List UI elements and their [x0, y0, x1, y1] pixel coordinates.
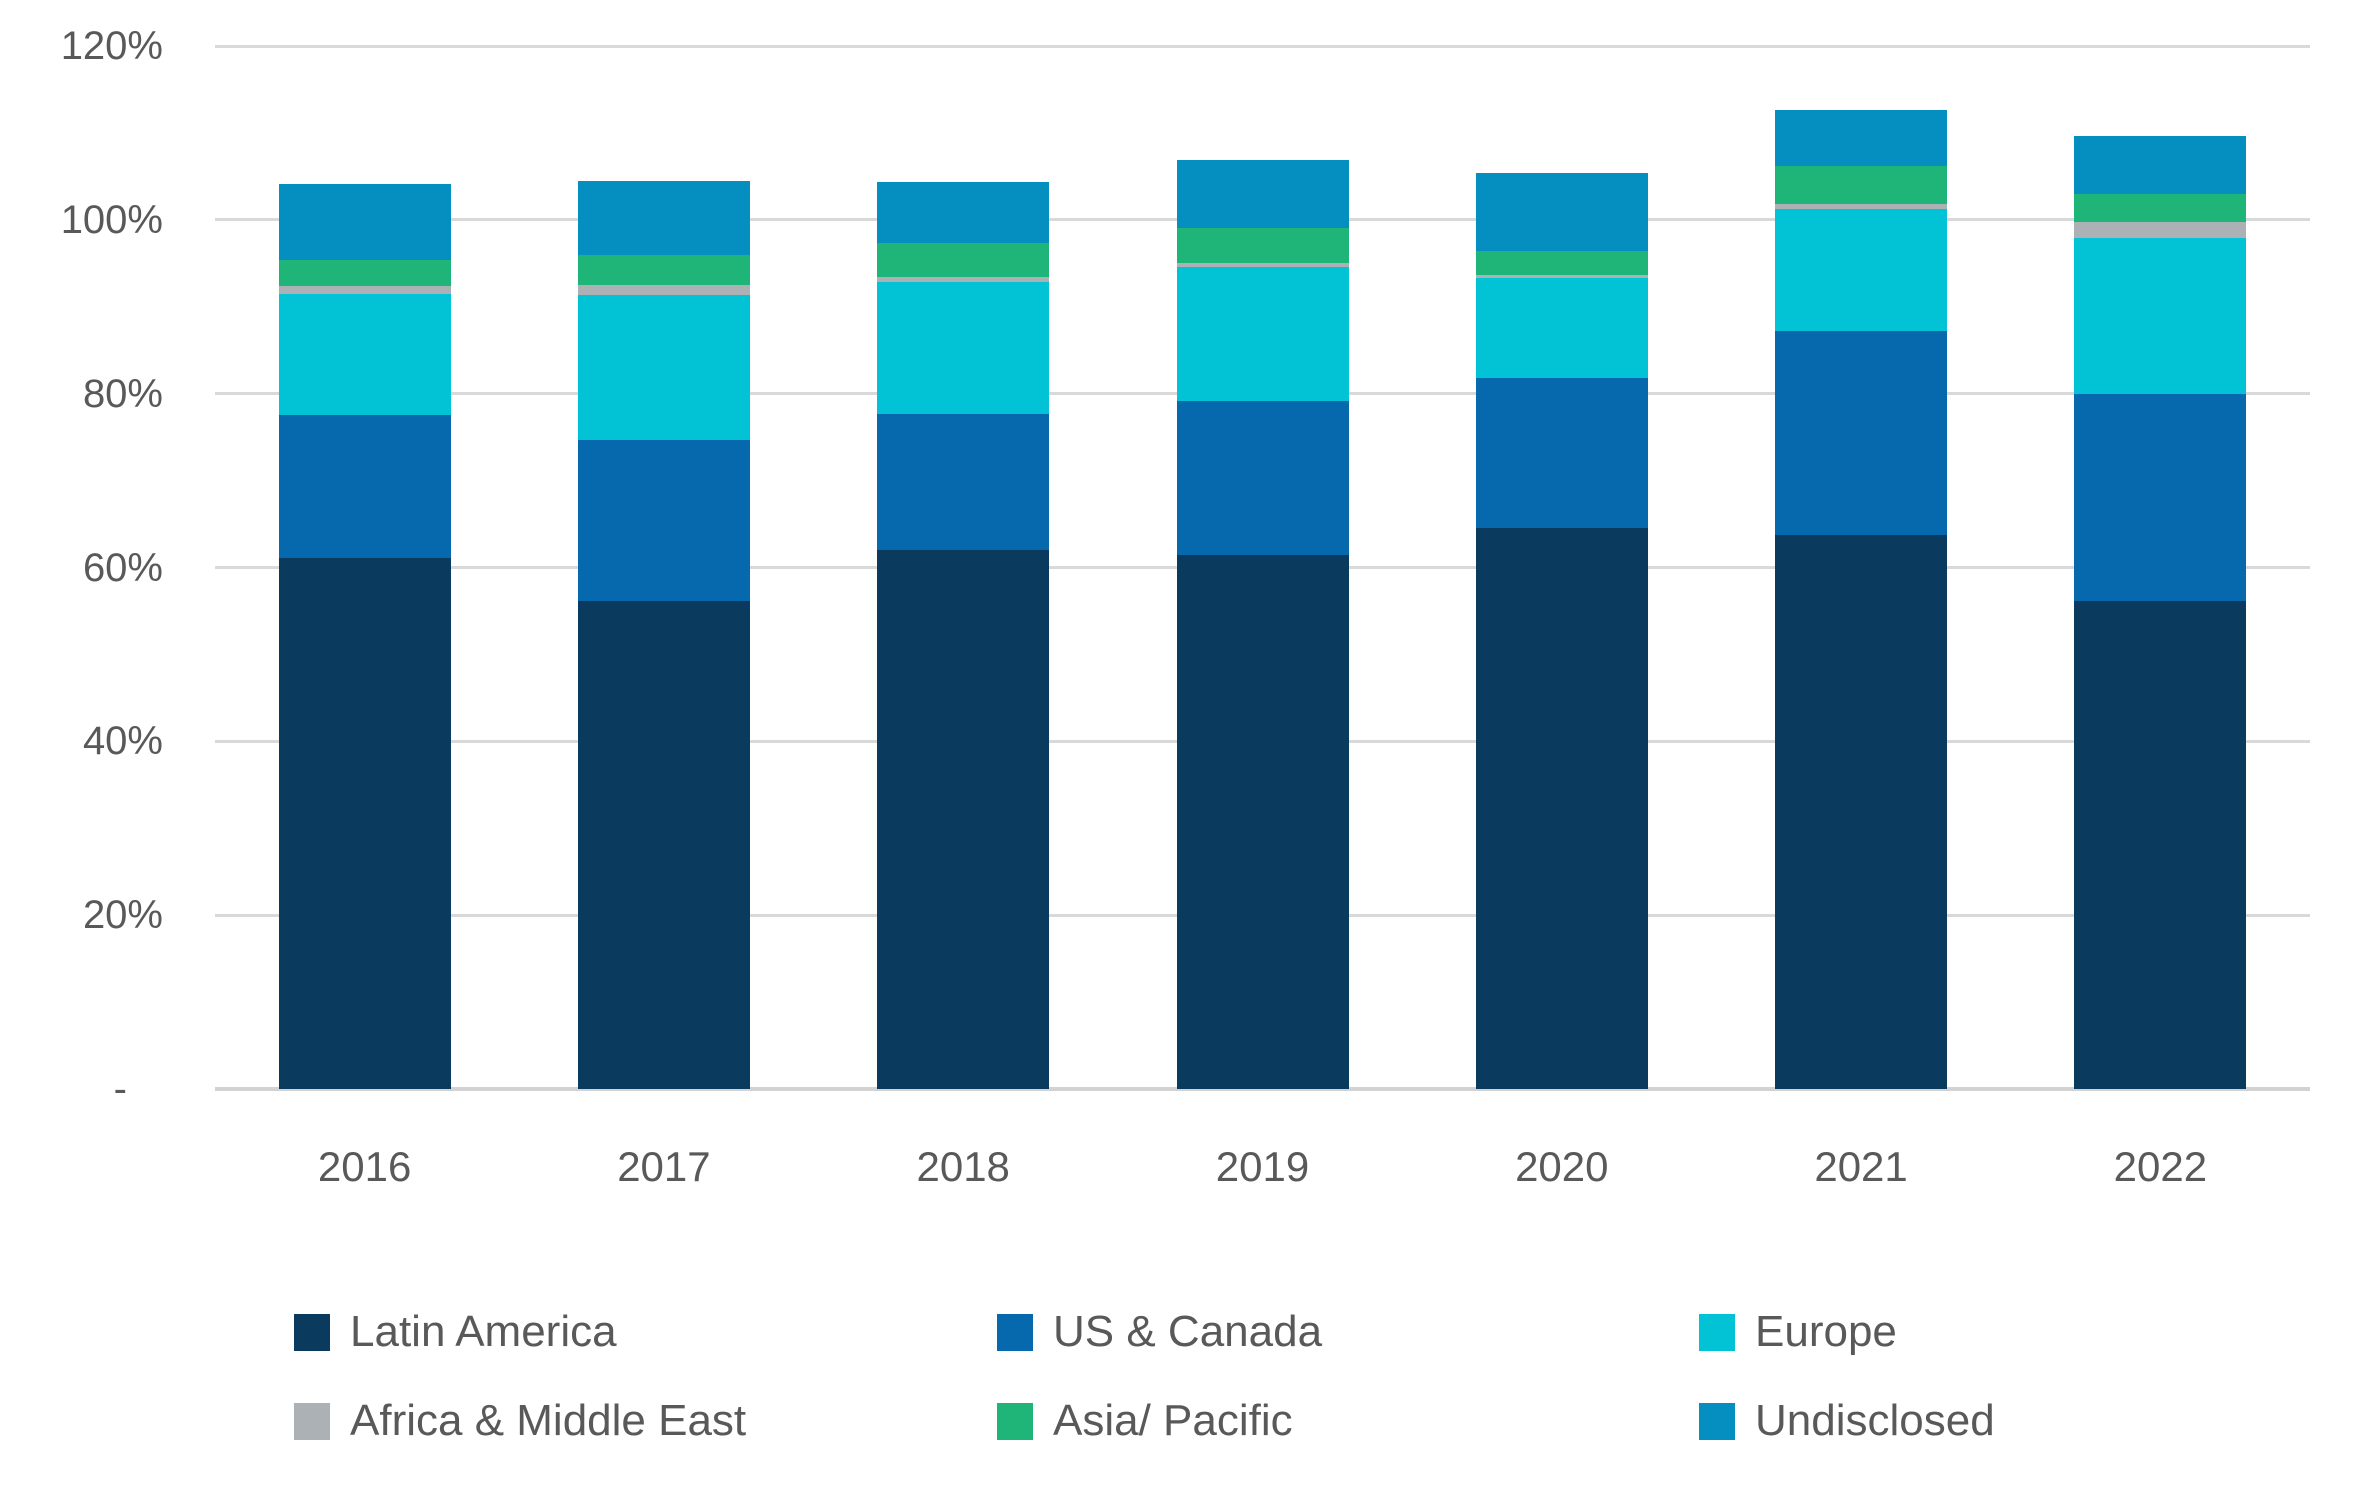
- segment-asia-pacific-2018: [877, 243, 1050, 278]
- segment-undisclosed-2016: [278, 184, 451, 260]
- segment-undisclosed-2019: [1176, 159, 1349, 228]
- segment-us-canada-2019: [1176, 400, 1349, 556]
- legend-item-europe: Europe: [1699, 1308, 1897, 1356]
- segment-asia-pacific-2019: [1176, 227, 1349, 264]
- legend-label-asia-pacific: Asia/ Pacific: [1053, 1396, 1293, 1445]
- y-axis-tick-label: -: [113, 1067, 127, 1111]
- y-axis-tick-label: 80%: [82, 371, 163, 416]
- segment-europe-2020: [1475, 278, 1648, 379]
- legend-swatch-undisclosed: [1699, 1402, 1735, 1440]
- segment-undisclosed-2018: [877, 182, 1050, 244]
- legend-label-latin-america: Latin America: [350, 1307, 617, 1356]
- segment-europe-2019: [1176, 266, 1349, 401]
- segment-europe-2022: [2074, 238, 2247, 394]
- legend-item-us-canada: US & Canada: [997, 1308, 1322, 1356]
- segment-africa-middle-east-2022: [2074, 222, 2247, 239]
- segment-africa-middle-east-2017: [577, 285, 750, 296]
- segment-latin-america-2021: [1775, 535, 1948, 1089]
- x-axis-tick-label-2021: 2021: [1814, 1143, 1908, 1190]
- legend-swatch-latin-america: [294, 1313, 330, 1351]
- y-axis-tick-label: 40%: [82, 719, 163, 764]
- segment-latin-america-2019: [1176, 555, 1349, 1089]
- y-axis-tick-label: 100%: [60, 197, 163, 242]
- segment-latin-america-2017: [577, 601, 750, 1089]
- x-axis-line: [215, 1087, 2310, 1091]
- gridline-120: [215, 44, 2310, 48]
- segment-undisclosed-2017: [577, 180, 750, 256]
- segment-undisclosed-2022: [2074, 135, 2247, 194]
- segment-us-canada-2022: [2074, 393, 2247, 602]
- legend-swatch-asia-pacific: [997, 1402, 1033, 1440]
- segment-africa-middle-east-2018: [877, 277, 1050, 282]
- legend-label-africa-middle-east: Africa & Middle East: [350, 1396, 747, 1445]
- x-axis-tick-label-2022: 2022: [2113, 1143, 2208, 1190]
- segment-africa-middle-east-2016: [278, 285, 451, 294]
- segment-asia-pacific-2017: [577, 255, 750, 286]
- segment-undisclosed-2021: [1775, 110, 1948, 166]
- legend-item-africa-middle-east: Africa & Middle East: [294, 1397, 746, 1445]
- segment-europe-2021: [1775, 208, 1948, 332]
- legend-swatch-europe: [1699, 1313, 1735, 1351]
- segment-us-canada-2021: [1775, 331, 1948, 536]
- x-axis-tick-label-2020: 2020: [1515, 1143, 1609, 1190]
- segment-undisclosed-2020: [1475, 172, 1648, 252]
- segment-us-canada-2017: [577, 439, 750, 602]
- legend-swatch-africa-middle-east: [294, 1402, 330, 1440]
- segment-latin-america-2016: [278, 557, 451, 1089]
- segment-latin-america-2018: [877, 550, 1050, 1089]
- legend-label-europe: Europe: [1755, 1307, 1897, 1356]
- segment-us-canada-2018: [877, 413, 1050, 551]
- segment-africa-middle-east-2021: [1775, 204, 1948, 209]
- x-axis-tick-label-2017: 2017: [617, 1143, 711, 1190]
- y-axis-tick-label: 120%: [60, 24, 163, 68]
- y-axis-tick-label: 20%: [82, 893, 163, 938]
- legend-swatch-us-canada: [997, 1313, 1033, 1351]
- x-axis-tick-label-2019: 2019: [1215, 1143, 1310, 1190]
- legend-item-asia-pacific: Asia/ Pacific: [997, 1397, 1293, 1445]
- segment-africa-middle-east-2020: [1475, 275, 1648, 279]
- legend-label-us-canada: US & Canada: [1053, 1307, 1323, 1356]
- x-axis-tick-label-2016: 2016: [317, 1143, 412, 1190]
- segment-latin-america-2020: [1475, 527, 1648, 1089]
- segment-asia-pacific-2020: [1475, 251, 1648, 276]
- legend-label-undisclosed: Undisclosed: [1755, 1396, 1995, 1445]
- segment-europe-2018: [877, 281, 1050, 414]
- legend-item-undisclosed: Undisclosed: [1699, 1397, 1995, 1445]
- segment-asia-pacific-2016: [278, 259, 451, 286]
- x-axis-tick-label-2018: 2018: [916, 1143, 1010, 1190]
- segment-us-canada-2016: [278, 414, 451, 558]
- segment-europe-2016: [278, 293, 451, 415]
- segment-asia-pacific-2021: [1775, 165, 1948, 205]
- segment-latin-america-2022: [2074, 601, 2247, 1089]
- y-axis-tick-label: 60%: [82, 545, 163, 590]
- segment-asia-pacific-2022: [2074, 193, 2247, 223]
- segment-africa-middle-east-2019: [1176, 263, 1349, 267]
- segment-europe-2017: [577, 295, 750, 440]
- legend-item-latin-america: Latin America: [294, 1308, 617, 1356]
- segment-us-canada-2020: [1475, 378, 1648, 528]
